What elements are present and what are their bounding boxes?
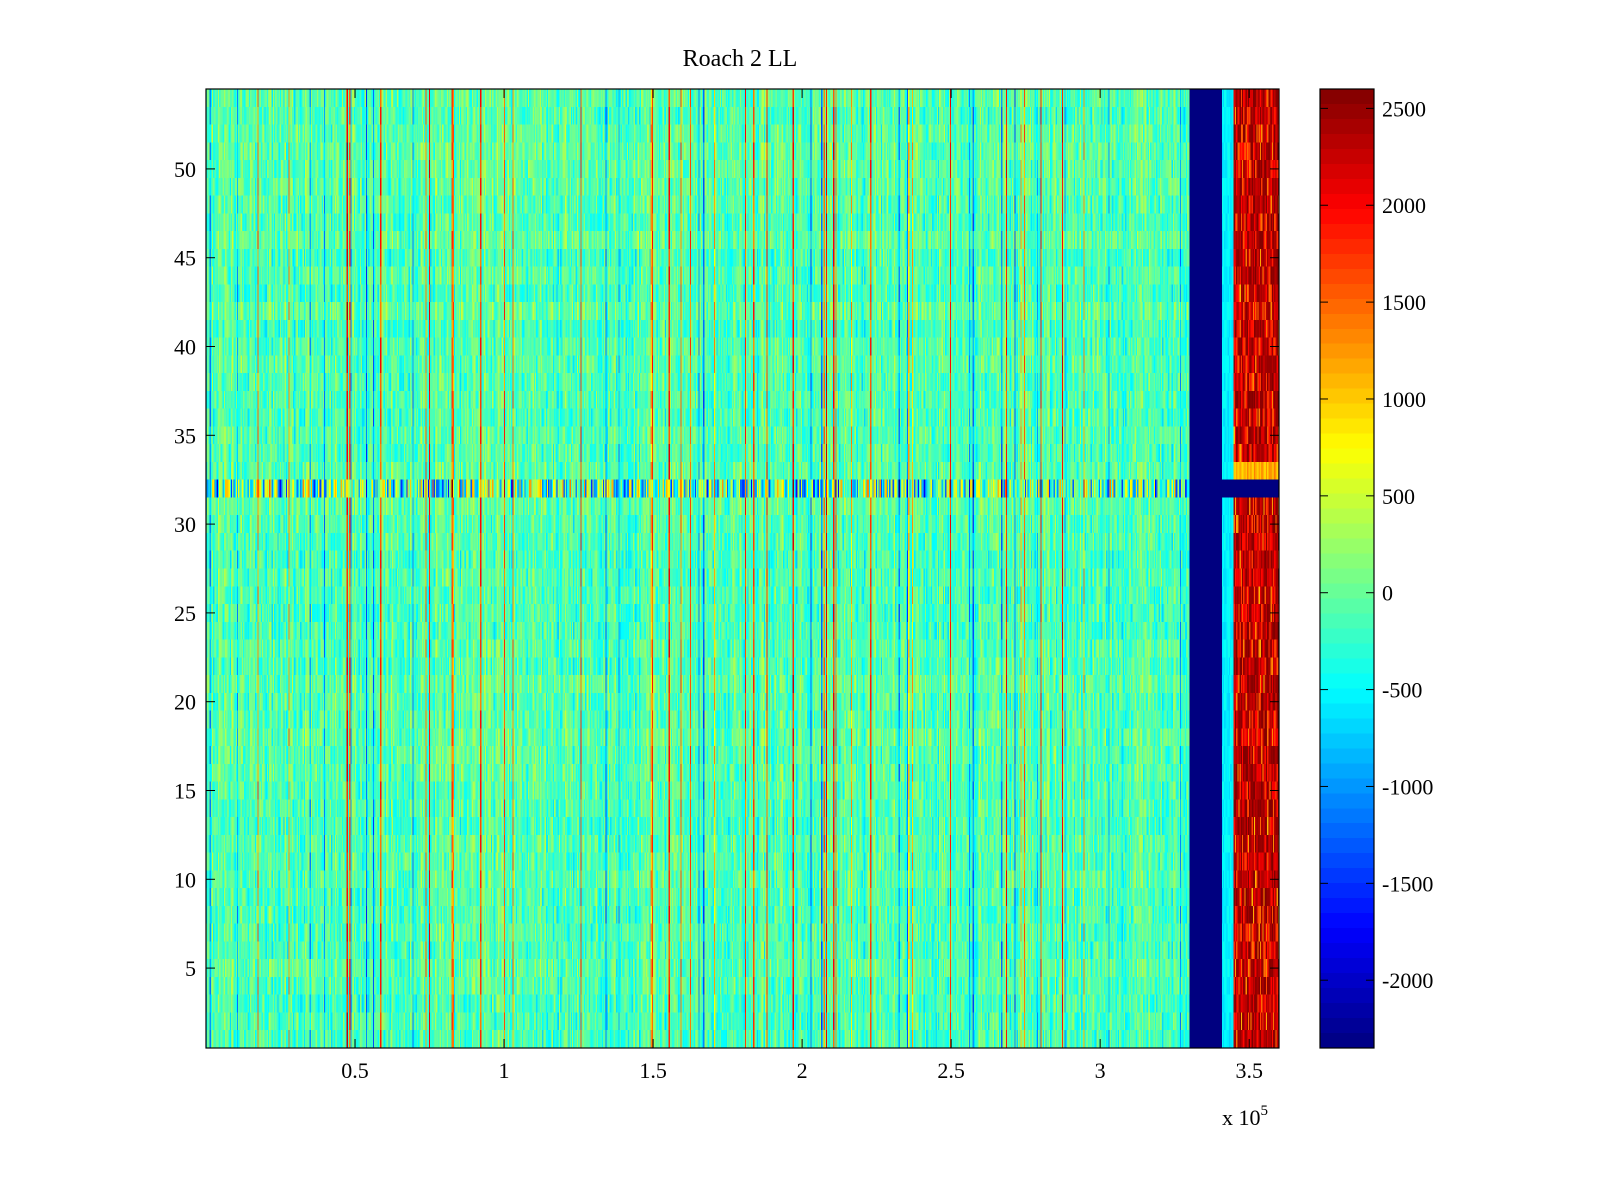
y-axis: 5 10 15 20 25 30 35 40 45 50 <box>174 157 1279 981</box>
colorbar-tick-label: 500 <box>1382 484 1415 509</box>
y-tick-label: 25 <box>174 601 196 626</box>
x-tick-label: 0.5 <box>341 1058 369 1083</box>
y-tick-label: 40 <box>174 335 196 360</box>
x-tick-label: 2 <box>797 1058 808 1083</box>
y-tick-label: 20 <box>174 690 196 715</box>
colorbar-frame <box>1319 88 1375 1049</box>
colorbar-tick-label: 1000 <box>1382 387 1426 412</box>
x-exponent-base: x 10 <box>1222 1105 1261 1130</box>
colorbar-tick-label: -1500 <box>1382 871 1433 896</box>
y-tick-label: 30 <box>174 512 196 537</box>
colorbar-tick-label: 2500 <box>1382 96 1426 121</box>
x-tick-label: 3.5 <box>1235 1058 1263 1083</box>
colorbar-gradient <box>1320 89 1374 1048</box>
x-tick-label: 3 <box>1095 1058 1106 1083</box>
colorbar-tick-label: -2000 <box>1382 968 1433 993</box>
y-tick-label: 35 <box>174 423 196 448</box>
colorbar-tick-label: 0 <box>1382 581 1393 606</box>
x-tick-label: 2.5 <box>937 1058 965 1083</box>
chart-title: Roach 2 LL <box>683 46 798 72</box>
y-tick-label: 15 <box>174 778 196 803</box>
y-tick-label: 5 <box>185 956 196 981</box>
x-exponent-label: x 105 <box>1222 1103 1268 1130</box>
x-tick-label: 1.5 <box>639 1058 667 1083</box>
x-tick-label: 1 <box>499 1058 510 1083</box>
colorbar-tick-label: 1500 <box>1382 290 1426 315</box>
x-axis: 0.5 1 1.5 2 2.5 3 3.5 <box>341 89 1263 1083</box>
colorbar-tick-label: 2000 <box>1382 193 1426 218</box>
y-tick-label: 10 <box>174 867 196 892</box>
y-tick-label: 45 <box>174 246 196 271</box>
colorbar: 2500 2000 1500 1000 500 0 -500 -1000 -1500 -2000 <box>1319 88 1433 1049</box>
x-exponent-power: 5 <box>1261 1103 1269 1119</box>
y-tick-label: 50 <box>174 157 196 182</box>
colorbar-axis: 2500 2000 1500 1000 500 0 -500 -1000 -1500 -2000 <box>1320 96 1433 993</box>
heatmap-image <box>206 89 1279 1048</box>
colorbar-tick-label: -1000 <box>1382 774 1433 799</box>
colorbar-tick-label: -500 <box>1382 678 1422 703</box>
heatmap-plot-area <box>206 89 1279 1048</box>
plot-frame <box>205 88 1280 1049</box>
